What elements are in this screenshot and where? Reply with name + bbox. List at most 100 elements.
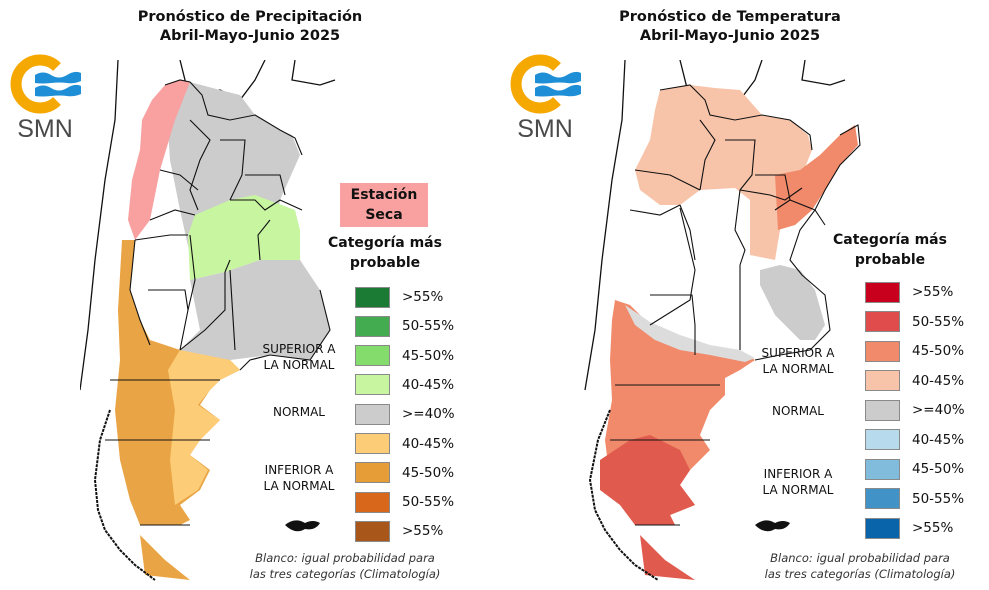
region-normal-strip [625,305,755,362]
north-east-border [801,60,846,86]
legend-swatch [355,433,390,454]
note-line2: las tres categorías (Climatología) [249,567,441,581]
legend-swatch [865,311,900,332]
region-normal-east [760,265,825,340]
dry-season-line1: Estación [350,187,418,203]
precipitation-panel: Pronóstico de Precipitación Abril-Mayo-J… [0,0,494,590]
legend-title-line2: probable [349,255,421,271]
legend-label: >=40% [402,406,455,423]
legend-entry: >55% [355,520,443,542]
legend-entry: >55% [865,281,953,303]
temperature-category-below: INFERIOR A LA NORMAL [753,466,843,498]
province-borders [610,84,861,526]
legend-label: >=40% [912,402,965,418]
legend-label: 50-55% [402,318,455,335]
legend-swatch [355,345,390,367]
legend-entry: 40-45% [865,370,964,392]
legend-entry: 45-50% [865,458,964,480]
legend-label: 45-50% [912,343,965,359]
legend-title-line1: Categoría más [328,235,442,251]
precipitation-title: Pronóstico de Precipitación Abril-Mayo-J… [100,8,400,46]
category-above-line2: LA NORMAL [263,358,335,372]
legend-entry: >=40% [355,403,455,425]
note-line2: las tres categorías (Climatología) [764,567,956,581]
legend-swatch [865,370,900,391]
temperature-legend-title: Categoría más probable [825,230,955,270]
region-normal-south [180,260,330,370]
falklands-islands [755,520,790,532]
province-borders [105,79,331,526]
region-above-45-50-northeast [775,125,858,230]
legend-entry: >55% [865,517,953,539]
legend-swatch [865,281,900,303]
legend-label: 40-45% [912,431,965,448]
precipitation-category-above: SUPERIOR A LA NORMAL [258,341,340,373]
legend-label: 40-45% [402,435,455,452]
legend-swatch [865,488,900,509]
legend-entry: 40-45% [355,374,454,396]
legend-swatch [355,286,390,308]
region-below-40-45 [168,350,240,505]
legend-entry: 50-55% [865,488,964,510]
legend-entry: >=40% [865,399,965,421]
legend-entry: 45-50% [865,340,964,362]
category-below-line1: INFERIOR A [763,467,833,481]
legend-entry: 50-55% [355,315,454,337]
legend-label: >55% [912,284,954,300]
legend-entry: 50-55% [865,311,964,333]
precipitation-category-normal: NORMAL [272,405,325,419]
precipitation-legend-title: Categoría más probable [320,233,450,273]
legend-swatch [355,491,390,513]
temperature-category-normal: NORMAL [771,404,824,418]
west-country-border [80,60,119,391]
precipitation-title-line2: Abril-Mayo-Junio 2025 [159,28,341,44]
note-line1: Blanco: igual probabilidad para [770,551,950,565]
legend-label: 50-55% [912,313,965,330]
legend-entry: 50-55% [355,491,454,513]
legend-entry: 45-50% [355,345,454,367]
smn-logo: SMN [5,53,85,148]
chile-coast [588,409,659,581]
temperature-map [584,60,861,581]
legend-label: >55% [402,289,444,305]
legend-label: 50-55% [912,490,965,507]
legend-title-line2: probable [854,252,926,268]
region-above-40-45 [188,195,300,280]
dry-season-label: Estación Seca [340,183,428,227]
category-below-line1: INFERIOR A [264,463,334,477]
smn-logo-text: SMN [17,115,73,143]
legend-label: 45-50% [402,464,455,481]
legend-label: >55% [912,520,954,536]
chile-coast [93,409,156,581]
legend-swatch [865,429,900,450]
temperature-note: Blanco: igual probabilidad para las tres… [750,550,970,582]
dry-season-line2: Seca [365,207,403,223]
temperature-title: Pronóstico de Temperatura Abril-Mayo-Jun… [595,8,865,46]
category-below-line2: LA NORMAL [762,483,834,497]
category-above-line1: SUPERIOR A [761,346,835,360]
temperature-title-line1: Pronóstico de Temperatura [619,9,841,25]
legend-swatch [865,458,900,480]
smn-logo-icon [510,54,581,114]
legend-entry: 45-50% [355,462,454,484]
legend-swatch [355,403,390,425]
legend-swatch [355,374,390,396]
legend-label: 45-50% [402,347,455,364]
legend-label: 40-45% [402,376,455,393]
note-line1: Blanco: igual probabilidad para [255,551,435,565]
legend-label: 45-50% [912,461,965,477]
falklands-islands [285,520,320,532]
legend-swatch [865,340,900,362]
legend-entry: 40-45% [355,433,454,455]
smn-logo-icon [10,54,81,114]
west-country-border [584,60,626,391]
legend-swatch [355,520,390,542]
legend-swatch [865,517,900,539]
region-tierra-del-fuego [140,535,190,580]
precipitation-title-line1: Pronóstico de Precipitación [137,9,363,25]
legend-entry: 40-45% [865,429,964,451]
precipitation-category-below: INFERIOR A LA NORMAL [258,462,340,494]
precipitation-note: Blanco: igual probabilidad para las tres… [235,550,455,582]
region-tierra-del-fuego [640,535,695,580]
legend-swatch [355,462,390,484]
